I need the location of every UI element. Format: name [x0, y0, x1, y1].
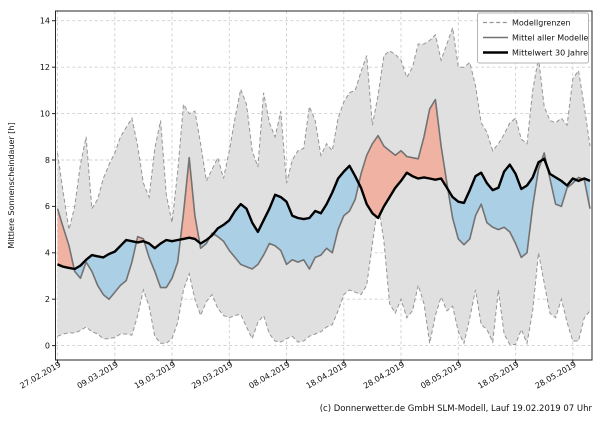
upper-model-bound-line: [57, 27, 591, 230]
x-tick-label: 27.02.2019: [18, 360, 62, 391]
model-bounds-band: [57, 27, 590, 345]
credit-text: (c) Donnerwetter.de GmbH SLM-Modell, Lau…: [320, 404, 593, 414]
y-tick-label: 6: [45, 202, 50, 211]
legend-box: [477, 12, 589, 64]
below-average-fill: [582, 178, 590, 209]
lower-model-bound-line: [57, 204, 591, 346]
x-tick-label: 08.04.2019: [247, 360, 291, 391]
model-mean-line: [56, 98, 591, 301]
x-tick-label: 18.04.2019: [305, 360, 349, 391]
model-band-layer: [57, 27, 591, 346]
legend-label-mittel-aller-modelle: Mittel aller Modelle: [512, 33, 588, 42]
x-tick-label: 19.03.2019: [133, 360, 177, 391]
y-tick-label: 12: [40, 63, 50, 72]
below-average-fill: [447, 160, 542, 258]
x-tick-label: 08.05.2019: [419, 360, 463, 391]
y-axis-label: Mittlere Sonnenscheindauer [h]: [7, 122, 16, 248]
x-tick-label: 28.04.2019: [362, 360, 406, 391]
legend-label-mittelwert-30-jahre: Mittelwert 30 Jahre: [512, 48, 588, 57]
legend: Modellgrenzen Mittel aller Modelle Mitte…: [477, 12, 589, 64]
x-tick-label: 28.05.2019: [534, 360, 578, 391]
x-tick-labels: 27.02.2019 09.03.2019 19.03.2019 29.03.2019…: [18, 360, 577, 391]
below-average-fill: [144, 239, 181, 288]
y-tick-label: 2: [45, 295, 50, 304]
y-tick-label: 14: [40, 17, 50, 26]
y-tick-label: 10: [40, 109, 50, 118]
legend-label-modellgrenzen: Modellgrenzen: [512, 18, 571, 27]
y-tick-labels: 0 2 4 6 8 10 12 14: [40, 17, 50, 351]
mean-30-years-line: [57, 157, 591, 271]
x-tick-label: 29.03.2019: [190, 360, 234, 391]
above-average-fill: [180, 157, 200, 243]
x-tick-label: 18.05.2019: [476, 360, 520, 391]
y-tick-label: 0: [45, 341, 50, 350]
y-tick-label: 4: [45, 249, 50, 258]
y-tick-label: 8: [45, 156, 50, 165]
series-lines-layer: [56, 98, 591, 301]
below-average-fill: [213, 165, 359, 269]
x-tick-label: 09.03.2019: [76, 360, 120, 391]
axis-frame-layer: [52, 10, 593, 364]
plot-frame: [55, 10, 593, 361]
